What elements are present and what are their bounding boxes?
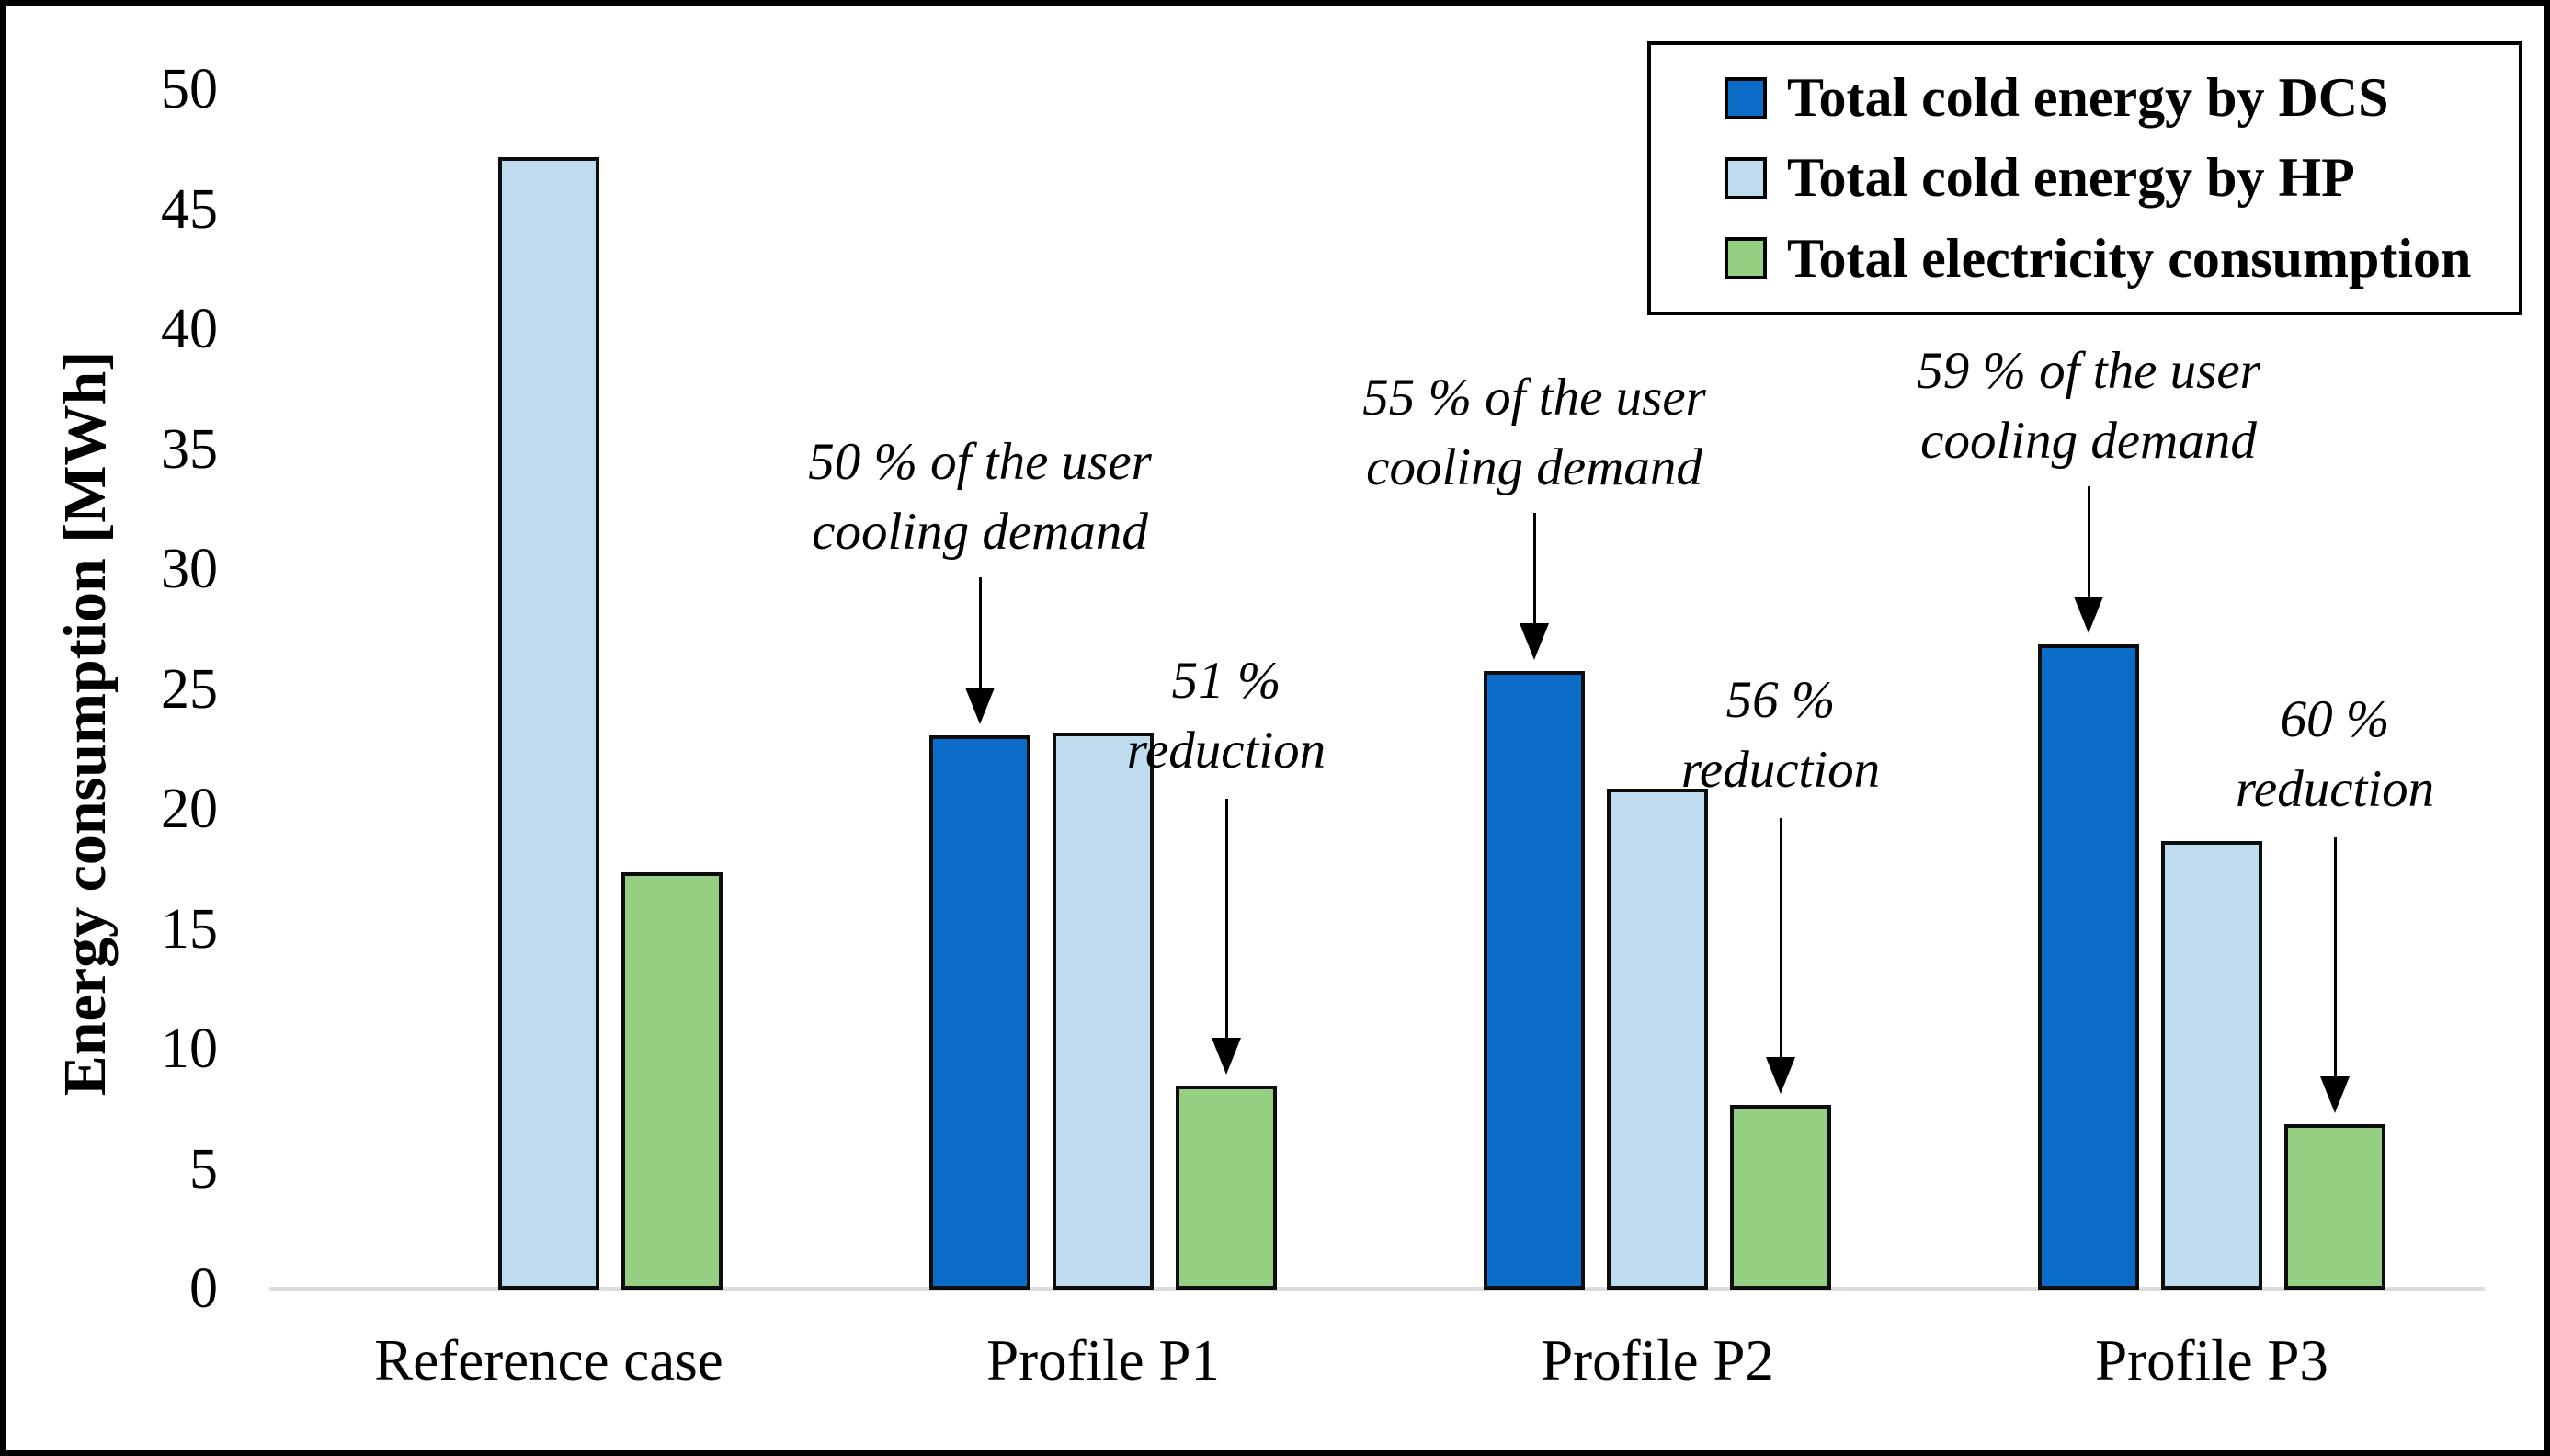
annotation-line: reduction (1680, 741, 1881, 800)
y-tick-label-40: 40 (161, 298, 218, 360)
legend-label: Total cold energy by DCS (1787, 67, 2389, 129)
bar-profile-p3-total-electricity-consumption (2284, 1124, 2385, 1290)
annotation-arrow-head (1212, 1038, 1241, 1075)
x-axis-line (269, 1287, 2485, 1291)
annotation-line: 59 % of the user (1917, 341, 2260, 400)
bar-profile-p1-total-cold-energy-by-hp (1053, 733, 1154, 1290)
annotation-text-50-of-the-user: 50 % of the user cooling demand (667, 427, 1292, 567)
annotation-line: cooling demand (1920, 411, 2257, 470)
legend-label: Total electricity consumption (1787, 227, 2472, 289)
x-category-label-profile-p3: Profile P3 (2095, 1328, 2328, 1393)
y-tick-label-30: 30 (161, 538, 218, 600)
annotation-arrow-line (978, 577, 982, 692)
annotation-line: reduction (1126, 722, 1326, 780)
legend-label: Total cold energy by HP (1787, 147, 2355, 209)
bar-profile-p2-total-cold-energy-by-hp (1607, 789, 1708, 1290)
annotation-line: reduction (2235, 759, 2435, 818)
bar-reference-case-total-cold-energy-by-hp (498, 157, 599, 1290)
bar-reference-case-total-electricity-consumption (621, 872, 723, 1290)
y-tick-label-15: 15 (161, 897, 218, 961)
y-tick-label-20: 20 (161, 778, 218, 840)
bar-profile-p2-total-cold-energy-by-dcs (1484, 671, 1585, 1290)
legend-swatch-total-electricity-consumption (1725, 237, 1767, 280)
annotation-arrow-line (2087, 485, 2090, 600)
annotation-arrow-head (965, 688, 995, 725)
annotation-arrow-line (1779, 818, 1782, 1062)
annotation-text-51: 51 % reduction (914, 646, 1539, 786)
bar-profile-p1-total-cold-energy-by-dcs (929, 735, 1030, 1290)
annotation-line: 56 % (1725, 671, 1836, 730)
legend-items: Total cold energy by DCS Total cold energ… (1725, 58, 2510, 299)
bar-profile-p1-total-electricity-consumption (1176, 1086, 1277, 1290)
y-tick-label-50: 50 (161, 58, 218, 120)
x-category-label-profile-p1: Profile P1 (986, 1328, 1220, 1393)
annotation-arrow-head (1520, 622, 1549, 660)
bar-profile-p3-total-cold-energy-by-dcs (2038, 644, 2139, 1290)
annotation-text-56: 56 % reduction (1468, 665, 2093, 805)
annotation-text-59-of-the-user: 59 % of the user cooling demand (1776, 336, 2401, 476)
y-tick-label-45: 45 (161, 177, 218, 241)
y-tick-label-25: 25 (161, 657, 218, 721)
legend-item-total-electricity-consumption: Total electricity consumption (1725, 227, 2510, 290)
y-tick-label-5: 5 (189, 1137, 218, 1200)
legend-swatch-total-cold-energy-by-hp (1725, 156, 1767, 199)
annotation-arrow-line (1532, 512, 1536, 627)
annotation-line: 51 % (1171, 652, 1281, 711)
annotation-arrow-line (2333, 836, 2337, 1080)
legend-item-total-cold-energy-by-dcs: Total cold energy by DCS (1725, 66, 2510, 130)
annotation-line: 50 % of the user (808, 433, 1152, 492)
annotation-line: 55 % of the user (1362, 368, 1706, 427)
x-category-label-profile-p2: Profile P2 (1541, 1328, 1774, 1393)
bar-profile-p2-total-electricity-consumption (1730, 1105, 1831, 1290)
bar-profile-p3-total-cold-energy-by-hp (2161, 841, 2262, 1290)
y-tick-label-35: 35 (161, 417, 218, 481)
annotation-arrow-head (2320, 1075, 2350, 1113)
annotation-arrow-line (1224, 799, 1228, 1042)
y-tick-label-10: 10 (161, 1018, 218, 1080)
x-category-label-reference-case: Reference case (374, 1328, 723, 1393)
annotation-arrow-head (2074, 596, 2103, 633)
annotation-line: cooling demand (1366, 438, 1702, 496)
legend: Total cold energy by DCS Total cold energ… (1647, 41, 2522, 315)
annotation-line: 60 % (2280, 689, 2390, 748)
annotation-text-60: 60 % reduction (2022, 685, 2550, 825)
annotation-arrow-head (1766, 1057, 1795, 1095)
legend-item-total-cold-energy-by-hp: Total cold energy by HP (1725, 146, 2510, 210)
annotation-line: cooling demand (812, 503, 1148, 562)
legend-swatch-total-cold-energy-by-dcs (1725, 76, 1767, 119)
annotation-text-55-of-the-user: 55 % of the user cooling demand (1222, 363, 1847, 503)
y-tick-label-0: 0 (189, 1257, 218, 1320)
